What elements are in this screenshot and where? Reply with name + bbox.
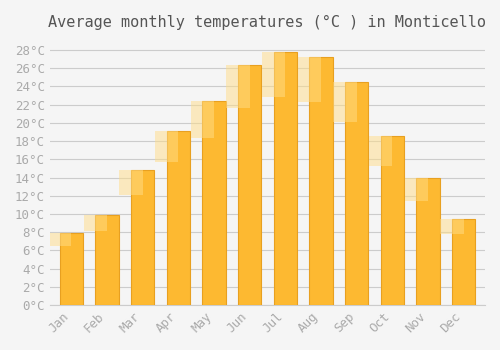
Bar	[310, 57, 332, 305]
Bar	[155, 131, 178, 162]
Bar	[262, 52, 285, 97]
Title: Average monthly temperatures (°C ) in Monticello: Average monthly temperatures (°C ) in Mo…	[48, 15, 486, 30]
Bar	[334, 82, 356, 122]
Bar	[238, 65, 261, 305]
Bar	[226, 65, 250, 108]
Bar	[60, 233, 83, 305]
Bar	[274, 52, 297, 305]
Bar	[84, 215, 107, 231]
Bar	[440, 218, 464, 234]
Bar	[452, 218, 475, 305]
Bar	[190, 101, 214, 138]
Bar	[345, 82, 368, 305]
Bar	[404, 178, 428, 201]
Bar	[369, 136, 392, 166]
Bar	[120, 170, 142, 195]
Bar	[298, 57, 321, 102]
Bar	[416, 178, 440, 305]
Bar	[48, 233, 72, 246]
Bar	[131, 170, 154, 305]
Bar	[202, 101, 226, 305]
Bar	[166, 131, 190, 305]
Bar	[96, 215, 118, 305]
Bar	[380, 136, 404, 305]
